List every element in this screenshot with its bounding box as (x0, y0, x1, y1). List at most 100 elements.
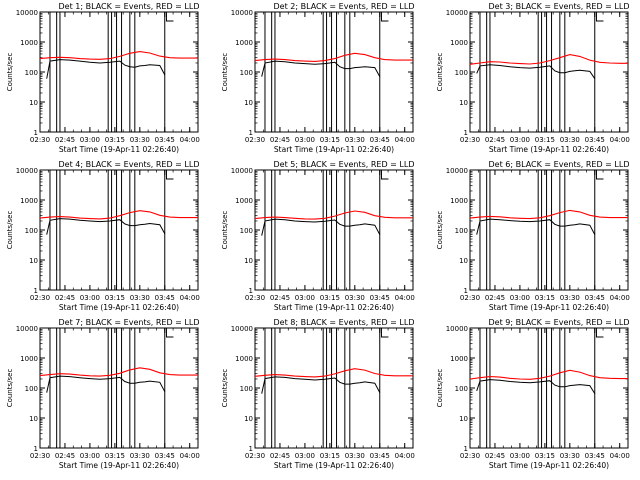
x-tick-label: 03:00 (295, 136, 315, 144)
panel-det-4: Det 4; BLACK = Events, RED = LLD 1 10 100 10… (6, 160, 200, 312)
series-line-events (46, 59, 166, 79)
x-tick-label: 03:30 (345, 452, 365, 460)
x-tick-label: 02:45 (485, 294, 505, 302)
y-tick-label: 10000 (231, 9, 253, 17)
x-tick-label: 03:30 (560, 452, 580, 460)
panel-title: Det 7; BLACK = Events, RED = LLD (59, 318, 200, 327)
corner-marker (380, 328, 389, 338)
y-tick-label: 10 (29, 99, 38, 107)
x-tick-label: 03:00 (80, 294, 100, 302)
y-tick-label: 1 (464, 129, 468, 137)
x-tick-label: 03:30 (130, 294, 150, 302)
x-tick-label: 03:00 (80, 136, 100, 144)
y-tick-label: 1000 (20, 197, 38, 205)
panel-det-8: Det 8; BLACK = Events, RED = LLD 1 10 100 10… (221, 318, 415, 470)
y-tick-label: 100 (240, 385, 253, 393)
x-tick-label: 02:30 (30, 294, 50, 302)
x-tick-label: 03:15 (105, 136, 125, 144)
x-tick-label: 03:15 (535, 452, 555, 460)
y-tick-label: 10 (459, 257, 468, 265)
x-tick-label: 02:45 (55, 452, 75, 460)
x-tick-label: 03:45 (585, 452, 605, 460)
x-axis-label: Start Time (19-Apr-11 02:26:40) (489, 461, 609, 470)
y-tick-label: 1 (249, 129, 253, 137)
series-line-events (261, 376, 381, 394)
y-tick-label: 100 (25, 385, 38, 393)
y-axis-label: Counts/sec (436, 53, 444, 92)
y-tick-label: 100 (25, 227, 38, 235)
series-line-events (46, 375, 166, 393)
x-tick-label: 03:15 (320, 294, 340, 302)
series-line-lld (254, 52, 413, 62)
x-tick-label: 02:45 (55, 136, 75, 144)
axes-frame (39, 169, 199, 291)
y-tick-label: 1000 (235, 39, 253, 47)
y-tick-label: 1 (34, 445, 38, 453)
corner-marker (165, 12, 174, 22)
panel-det-6: Det 6; BLACK = Events, RED = LLD 1 10 100 10… (436, 160, 630, 312)
x-tick-label: 03:45 (585, 136, 605, 144)
x-axis-label: Start Time (19-Apr-11 02:26:40) (59, 145, 179, 154)
x-tick-label: 02:30 (245, 294, 265, 302)
x-tick-label: 04:00 (180, 294, 200, 302)
y-tick-label: 100 (455, 69, 468, 77)
panel-title: Det 2; BLACK = Events, RED = LLD (274, 2, 415, 11)
x-axis-label: Start Time (19-Apr-11 02:26:40) (274, 303, 394, 312)
corner-marker (595, 12, 604, 22)
corner-marker (165, 170, 174, 180)
y-tick-label: 100 (25, 69, 38, 77)
axes-frame (254, 11, 414, 133)
corner-marker (380, 170, 389, 180)
y-tick-label: 10000 (446, 9, 468, 17)
x-tick-label: 03:15 (105, 294, 125, 302)
x-tick-label: 03:00 (80, 452, 100, 460)
series-line-lld (254, 368, 413, 378)
axes-frame (469, 11, 629, 133)
panel-title: Det 4; BLACK = Events, RED = LLD (59, 160, 200, 169)
series-line-lld (469, 209, 628, 220)
x-tick-label: 03:45 (370, 136, 390, 144)
panel-title: Det 8; BLACK = Events, RED = LLD (274, 318, 415, 327)
panel-title: Det 6; BLACK = Events, RED = LLD (489, 160, 630, 169)
y-tick-label: 100 (455, 227, 468, 235)
x-tick-label: 03:30 (130, 136, 150, 144)
y-axis-label: Counts/sec (6, 211, 14, 250)
x-tick-label: 03:45 (155, 452, 175, 460)
x-tick-label: 03:15 (105, 452, 125, 460)
y-axis-label: Counts/sec (436, 369, 444, 408)
y-tick-label: 10000 (446, 325, 468, 333)
x-tick-label: 02:45 (55, 294, 75, 302)
y-axis-label: Counts/sec (221, 53, 229, 92)
y-tick-label: 1 (249, 287, 253, 295)
y-tick-label: 1000 (450, 355, 468, 363)
series-line-events (476, 64, 596, 79)
x-tick-label: 03:30 (560, 136, 580, 144)
x-tick-label: 04:00 (395, 294, 415, 302)
axes-frame (254, 169, 414, 291)
y-tick-label: 1 (464, 287, 468, 295)
corner-marker (595, 170, 604, 180)
x-tick-label: 03:30 (345, 136, 365, 144)
y-tick-label: 10000 (16, 9, 38, 17)
x-tick-label: 02:30 (30, 136, 50, 144)
y-tick-label: 10000 (446, 167, 468, 175)
panel-det-7: Det 7; BLACK = Events, RED = LLD 1 10 100 10… (6, 318, 200, 470)
y-axis-label: Counts/sec (6, 53, 14, 92)
y-tick-label: 10 (29, 257, 38, 265)
x-tick-label: 04:00 (180, 452, 200, 460)
x-tick-label: 03:30 (130, 452, 150, 460)
x-tick-label: 03:30 (560, 294, 580, 302)
axes-frame (469, 327, 629, 449)
series-line-events (476, 379, 596, 394)
axes-frame (469, 169, 629, 291)
panel-title: Det 1; BLACK = Events, RED = LLD (59, 2, 200, 11)
series-line-events (261, 60, 381, 77)
x-axis-label: Start Time (19-Apr-11 02:26:40) (489, 145, 609, 154)
y-tick-label: 1 (249, 445, 253, 453)
y-tick-label: 10 (244, 415, 253, 423)
x-tick-label: 02:45 (485, 452, 505, 460)
x-tick-label: 02:30 (460, 294, 480, 302)
y-tick-label: 10 (244, 257, 253, 265)
x-tick-label: 02:45 (270, 136, 290, 144)
x-tick-label: 03:45 (155, 136, 175, 144)
